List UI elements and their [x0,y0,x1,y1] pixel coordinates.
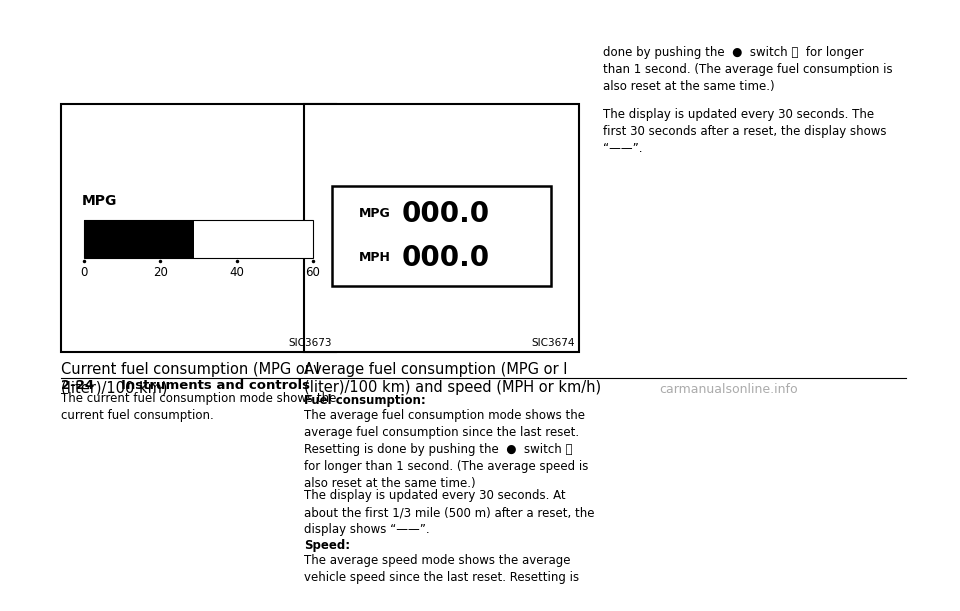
Text: MPH: MPH [359,251,391,265]
Text: The display is updated every 30 seconds. At
about the first 1/3 mile (500 m) aft: The display is updated every 30 seconds.… [303,489,594,536]
Text: MPG: MPG [359,207,391,221]
Text: Average fuel consumption (MPG or l
(liter)/100 km) and speed (MPH or km/h): Average fuel consumption (MPG or l (lite… [303,362,601,395]
Text: 40: 40 [229,266,244,279]
Text: Fuel consumption:: Fuel consumption: [303,394,425,407]
Bar [332,186,551,286]
Bar [84,220,313,258]
Text: SIC3673: SIC3673 [288,338,332,348]
Text: The display is updated every 30 seconds. The
first 30 seconds after a reset, the: The display is updated every 30 seconds.… [603,108,886,155]
Text: The current fuel consumption mode shows the
current fuel consumption.: The current fuel consumption mode shows … [60,392,336,422]
Text: Current fuel consumption (MPG or l
(liter)/100 km): Current fuel consumption (MPG or l (lite… [60,362,320,395]
Text: Instruments and controls: Instruments and controls [122,379,310,392]
Text: SIC3674: SIC3674 [531,338,575,348]
Bar [194,220,313,258]
Text: 000.0: 000.0 [402,244,491,272]
Bar [60,104,336,352]
Text: MPG: MPG [83,194,118,208]
Text: 0: 0 [81,266,87,279]
Text: done by pushing the  ●  switch Ⓑ  for longer
than 1 second. (The average fuel co: done by pushing the ● switch Ⓑ for longe… [603,46,893,93]
Text: Speed:: Speed: [303,539,349,552]
Text: The average fuel consumption mode shows the
average fuel consumption since the l: The average fuel consumption mode shows … [303,409,588,490]
Text: 000.0: 000.0 [402,200,491,228]
Bar [84,220,194,258]
Text: carmanualsonline.info: carmanualsonline.info [660,383,798,396]
Bar [303,104,580,352]
Text: 20: 20 [153,266,168,279]
Text: The average speed mode shows the average
vehicle speed since the last reset. Res: The average speed mode shows the average… [303,554,579,584]
Text: 60: 60 [305,266,321,279]
Text: 2-24: 2-24 [60,379,94,392]
